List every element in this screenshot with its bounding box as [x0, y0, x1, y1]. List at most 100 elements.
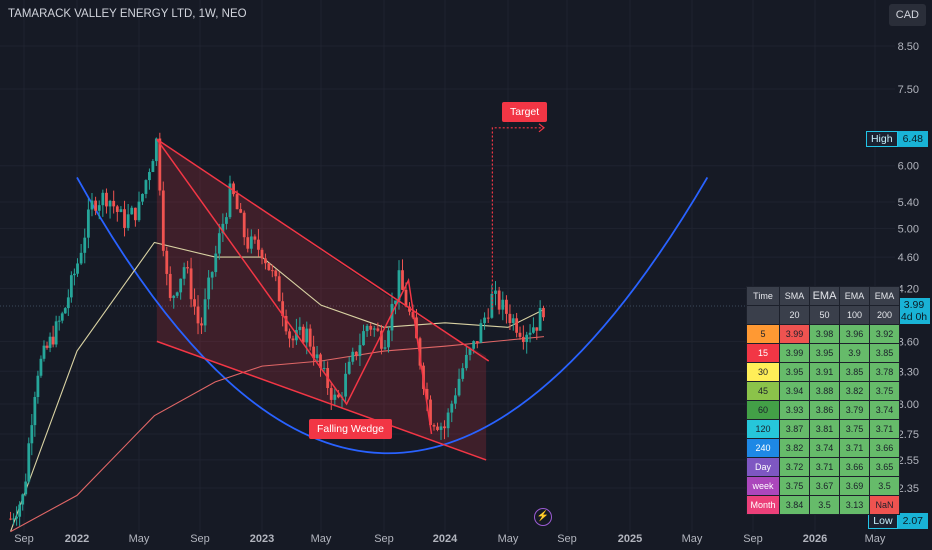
timeframe-cell: Day: [747, 458, 779, 476]
moving-average-table: Time SMA EMA EMA EMA 20 50 100 200 5 3.99…: [746, 286, 900, 515]
ma-value-cell: 3.74: [810, 439, 839, 457]
ma-value-cell: 3.9: [840, 344, 869, 362]
candle-body: [260, 249, 264, 259]
candle-body: [501, 299, 505, 310]
target-callout[interactable]: Target: [502, 102, 548, 122]
candle-body: [33, 397, 37, 426]
candle-body: [83, 237, 87, 253]
candle-body: [60, 313, 64, 321]
candle-body: [54, 321, 58, 345]
candle-body: [144, 180, 148, 194]
timeframe-cell: 30: [747, 363, 779, 381]
table-length-blank: [747, 306, 779, 324]
table-header-sma: SMA: [780, 287, 809, 305]
candle-body: [115, 206, 119, 212]
candle-body: [528, 332, 532, 335]
candle-body: [79, 252, 83, 264]
table-row: 240 3.82 3.74 3.71 3.66: [747, 439, 899, 457]
x-axis-tick-label: Sep: [190, 533, 210, 545]
candle-body: [464, 354, 468, 369]
ma-value-cell: 3.65: [870, 458, 899, 476]
candle-body: [281, 301, 285, 317]
candle-body: [362, 331, 365, 346]
table-header-time: Time: [747, 287, 779, 305]
ma-value-cell: 3.87: [780, 420, 809, 438]
candle-body: [30, 425, 34, 444]
candle-body: [415, 317, 418, 339]
candle-body: [319, 354, 322, 369]
ma-value-cell: 3.75: [870, 382, 899, 400]
currency-button[interactable]: CAD: [888, 4, 926, 26]
timeframe-cell: 60: [747, 401, 779, 419]
ma-value-cell: 3.13: [840, 496, 869, 514]
candle-body: [288, 331, 291, 339]
candle-body: [151, 161, 155, 173]
y-axis-tick-label: 5.40: [898, 197, 919, 209]
falling-wedge-callout[interactable]: Falling Wedge: [309, 419, 392, 439]
ma-value-cell: 3.92: [870, 325, 899, 343]
candle-body: [344, 373, 347, 397]
candle-body: [401, 270, 404, 290]
candle-body: [175, 292, 179, 296]
last-price-value: 3.99: [903, 299, 925, 311]
timeframe-cell: 15: [747, 344, 779, 362]
y-axis-tick-label: 2.75: [898, 429, 919, 441]
symbol-title[interactable]: TAMARACK VALLEY ENERGY LTD, 1W, NEO: [8, 8, 247, 20]
candle-body: [123, 209, 126, 228]
candle-body: [439, 426, 443, 430]
ma-value-cell: 3.74: [870, 401, 899, 419]
candle-body: [515, 318, 519, 333]
ma-value-cell: 3.93: [780, 401, 809, 419]
target-projection-line: [491, 127, 544, 310]
y-axis-tick-label: 4.20: [898, 283, 919, 295]
candle-body: [48, 336, 52, 348]
ma-value-cell: 3.86: [810, 401, 839, 419]
candle-body: [532, 327, 535, 333]
candle-body: [200, 323, 203, 326]
candle-body: [246, 237, 250, 249]
ma-value-cell: 3.66: [870, 439, 899, 457]
candle-body: [518, 332, 522, 337]
candle-body: [193, 299, 196, 307]
candle-body: [86, 209, 90, 238]
candle-body: [418, 338, 422, 366]
candle-body: [105, 192, 108, 207]
x-axis-tick-label: Sep: [14, 533, 34, 545]
x-axis-tick-label: 2025: [618, 533, 642, 545]
moving-average-line: [10, 336, 545, 533]
candle-body: [264, 258, 267, 264]
ma-value-cell: 3.5: [870, 477, 899, 495]
table-row: Day 3.72 3.71 3.66 3.65: [747, 458, 899, 476]
candle-body: [228, 183, 232, 218]
table-row: 15 3.99 3.95 3.9 3.85: [747, 344, 899, 362]
candle-body: [101, 192, 105, 206]
y-axis-tick-label: 5.00: [898, 223, 919, 235]
candle-body: [521, 336, 525, 343]
candle-body: [42, 345, 46, 359]
candle-body: [257, 239, 260, 250]
candle-body: [112, 200, 116, 207]
table-row: 30 3.95 3.91 3.85 3.78: [747, 363, 899, 381]
lightning-bolt-icon[interactable]: ⚡: [534, 508, 552, 526]
candle-body: [72, 273, 76, 276]
candle-body: [239, 209, 243, 213]
candle-body: [15, 516, 19, 519]
candle-body: [221, 223, 225, 234]
y-axis-tick-label: 2.35: [898, 483, 919, 495]
candle-body: [182, 267, 186, 279]
candle-body: [24, 481, 28, 495]
candle-body: [298, 326, 302, 331]
ma-value-cell: 3.75: [840, 420, 869, 438]
ma-value-cell: 3.94: [780, 382, 809, 400]
timeframe-cell: Month: [747, 496, 779, 514]
candle-body: [141, 193, 144, 202]
candle-body: [253, 236, 257, 240]
ma-value-cell: 3.91: [810, 363, 839, 381]
candle-body: [525, 334, 529, 343]
timeframe-cell: week: [747, 477, 779, 495]
ma-value-cell: 3.88: [810, 382, 839, 400]
candle-body: [126, 214, 130, 228]
candle-body: [329, 388, 333, 400]
candle-body: [425, 388, 429, 400]
